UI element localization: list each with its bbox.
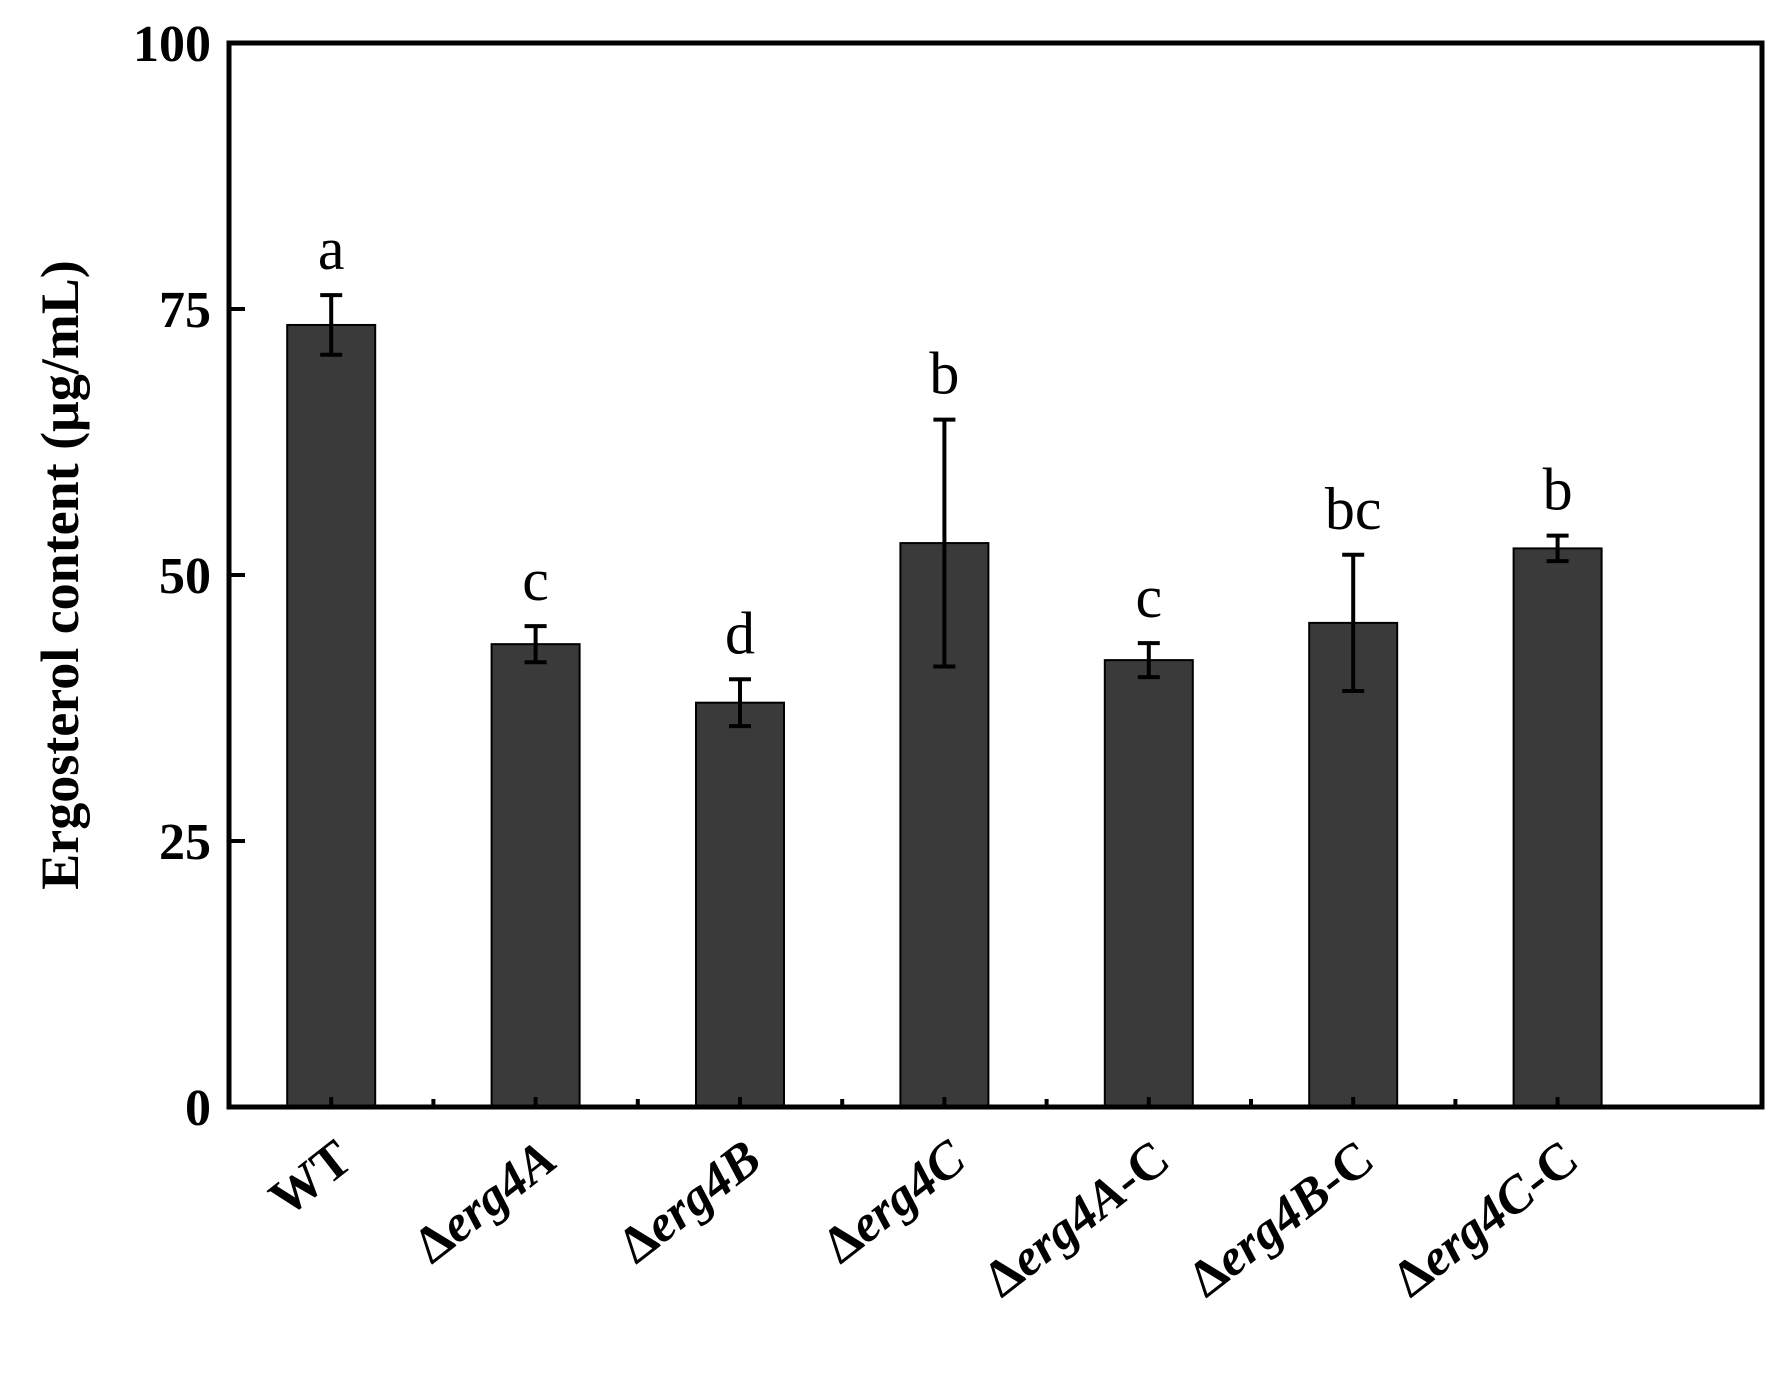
- y-axis-title: Ergosterol content (μg/mL): [30, 260, 90, 890]
- category-name: erg4B: [634, 1130, 772, 1255]
- x-category-label: Δerg4B: [608, 1130, 771, 1275]
- x-category-label: Δerg4B-C: [1178, 1130, 1384, 1309]
- significance-label: b: [929, 341, 959, 407]
- error-bars-layer: [320, 293, 1569, 729]
- category-name: erg4C: [838, 1129, 977, 1255]
- bar: [1103, 659, 1194, 1108]
- x-category-label: Δerg4A: [404, 1130, 567, 1275]
- bar: [1512, 547, 1603, 1108]
- error-bar: [320, 293, 343, 357]
- x-axis: WT Δerg4A Δerg4B Δerg4CΔerg4A-CΔerg4B-CΔerg…: [259, 1097, 1589, 1308]
- y-tick-label: 100: [133, 16, 211, 73]
- x-category-label: WT: [259, 1130, 362, 1228]
- bar: [1308, 621, 1399, 1108]
- significance-label: c: [1135, 564, 1162, 630]
- error-bar: [1342, 552, 1365, 693]
- bar: [286, 323, 377, 1108]
- significance-label: d: [725, 600, 755, 666]
- x-category-label: Δerg4C-C: [1383, 1130, 1589, 1309]
- significance-label: a: [318, 216, 345, 282]
- significance-label: b: [1543, 457, 1573, 523]
- significance-label: bc: [1325, 476, 1382, 542]
- bar: [695, 701, 785, 1108]
- error-bar: [729, 677, 751, 729]
- plot-frame: [226, 40, 1765, 1110]
- y-tick-label: 0: [185, 1080, 211, 1137]
- x-category-label: Δerg4C: [813, 1129, 977, 1275]
- category-suffix: WT: [259, 1130, 362, 1228]
- error-bar: [1546, 533, 1569, 564]
- y-tick-label: 75: [159, 282, 211, 339]
- y-axis: 0 25 50 75 100: [133, 16, 245, 1137]
- y-tick-label: 25: [159, 814, 211, 871]
- x-category-label: Δerg4A-C: [974, 1130, 1180, 1309]
- y-tick-label: 50: [159, 548, 211, 605]
- error-bar: [1137, 641, 1160, 680]
- bars-layer: [286, 323, 1603, 1108]
- significance-label: c: [522, 547, 549, 613]
- bar: [490, 643, 581, 1108]
- error-bar: [933, 417, 956, 669]
- error-bar: [524, 624, 547, 665]
- category-name: erg4A: [429, 1130, 567, 1255]
